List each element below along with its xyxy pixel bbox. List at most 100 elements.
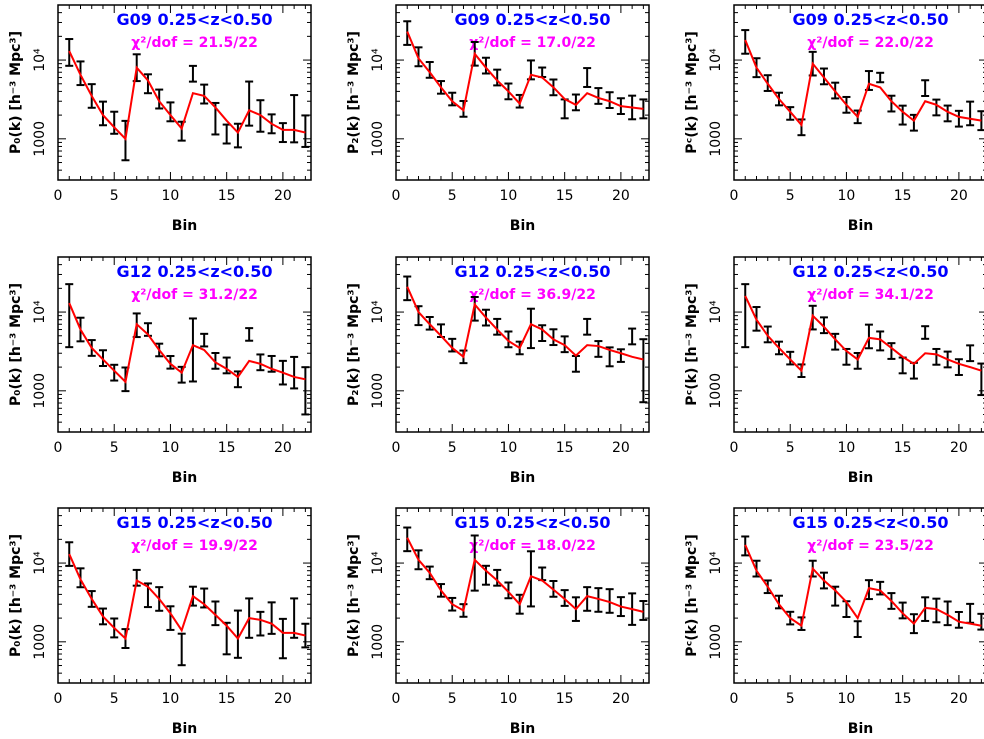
data-point: [932, 347, 941, 366]
chi2-label: χ²/dof = 18.0/22: [469, 538, 596, 554]
chi2-label: χ²/dof = 31.2/22: [131, 287, 258, 303]
data-point: [188, 317, 197, 383]
plot-frame: [733, 4, 984, 181]
data-point: [166, 605, 175, 631]
plot-frame: [395, 4, 650, 181]
panel-title: G15 0.25<z<0.50: [116, 513, 272, 532]
x-axis-label: Bin: [172, 721, 197, 737]
panel-g15-1: 0 5 10 15 20 1000 10⁴ Bin P₂(k) [h⁻³ Mpc³] G15 0.…: [346, 507, 650, 737]
data-point: [481, 56, 490, 75]
data-point: [898, 601, 907, 620]
y-tick-label: 10⁴: [708, 551, 724, 575]
model-line: [68, 50, 306, 141]
plot-area: [65, 541, 310, 667]
y-axis-label: P₂(k) [h⁻³ Mpc³]: [346, 283, 362, 406]
data-point: [921, 325, 930, 340]
plot-frame: [395, 507, 650, 684]
data-point: [177, 632, 186, 667]
panel-g09-2: 0 5 10 15 20 1000 10⁴ Bin Pᶜ(k) [h⁻³ Mpc³] G09 0.…: [684, 4, 984, 234]
data-point: [898, 104, 907, 126]
x-axis-label: Bin: [510, 218, 535, 234]
data-point: [966, 344, 975, 363]
x-tick-label: 15: [218, 188, 236, 204]
x-tick-label: 20: [274, 691, 292, 707]
y-tick-label: 10⁴: [708, 48, 724, 72]
data-point: [493, 317, 502, 336]
x-tick-label: 15: [894, 440, 912, 456]
data-point: [65, 283, 74, 349]
data-point: [831, 332, 840, 351]
y-tick-label: 1000: [32, 373, 48, 409]
panel-title: G09 0.25<z<0.50: [454, 10, 610, 29]
x-tick-label: 5: [110, 188, 119, 204]
x-axis-label: Bin: [510, 470, 535, 486]
data-point: [887, 342, 896, 360]
data-point: [977, 362, 984, 397]
data-point: [200, 332, 209, 348]
data-point: [222, 123, 231, 145]
x-tick-label: 15: [556, 691, 574, 707]
x-tick-label: 15: [556, 440, 574, 456]
data-point: [954, 358, 963, 376]
y-axis-label: P₂(k) [h⁻³ Mpc³]: [346, 534, 362, 657]
data-point: [448, 91, 457, 107]
plot-frame: [57, 507, 312, 684]
y-tick-label: 10⁴: [32, 48, 48, 72]
data-point: [290, 94, 299, 144]
data-point: [616, 348, 625, 363]
data-point: [267, 601, 276, 635]
data-point: [966, 100, 975, 127]
data-point: [155, 88, 164, 110]
x-tick-label: 0: [730, 691, 739, 707]
data-point: [786, 106, 795, 121]
data-point: [188, 64, 197, 83]
model-line: [68, 302, 306, 384]
x-tick-label: 5: [786, 691, 795, 707]
y-axis-label: P₀(k) [h⁻³ Mpc³]: [8, 283, 24, 406]
data-point: [898, 356, 907, 375]
chi2-label: χ²/dof = 17.0/22: [469, 35, 596, 51]
data-point: [932, 98, 941, 117]
model-line: [68, 553, 306, 641]
chi2-label: χ²/dof = 34.1/22: [807, 287, 934, 303]
data-point: [526, 307, 535, 350]
y-tick-label: 1000: [708, 121, 724, 157]
x-tick-label: 20: [274, 440, 292, 456]
x-tick-label: 10: [500, 440, 518, 456]
data-point: [853, 620, 862, 638]
data-point: [583, 317, 592, 336]
x-tick-label: 0: [54, 691, 63, 707]
model-line: [406, 286, 644, 361]
panel-title: G12 0.25<z<0.50: [792, 262, 948, 281]
data-point: [594, 87, 603, 105]
x-tick-label: 0: [730, 188, 739, 204]
x-axis-label: Bin: [172, 218, 197, 234]
y-tick-label: 10⁴: [370, 551, 386, 575]
data-point: [143, 73, 152, 95]
data-point: [233, 609, 242, 659]
panel-g09-0: 0 5 10 15 20 1000 10⁴ Bin P₀(k) [h⁻³ Mpc³] G09 0.…: [8, 4, 312, 234]
x-tick-label: 5: [448, 691, 457, 707]
plot-area: [741, 283, 984, 397]
plot-frame: [57, 4, 312, 181]
data-point: [166, 101, 175, 123]
data-point: [493, 68, 502, 87]
data-point: [290, 355, 299, 390]
x-axis-label: Bin: [848, 470, 873, 486]
plot-area: [403, 526, 648, 626]
data-point: [954, 610, 963, 629]
panel-g12-1: 0 5 10 15 20 1000 10⁴ Bin P₂(k) [h⁻³ Mpc³] G12 0.…: [346, 256, 650, 486]
data-point: [278, 617, 287, 660]
data-point: [876, 580, 885, 596]
x-tick-label: 0: [392, 440, 401, 456]
data-point: [864, 323, 873, 350]
y-tick-label: 1000: [708, 373, 724, 409]
x-tick-label: 20: [950, 188, 968, 204]
x-tick-label: 10: [838, 188, 856, 204]
data-point: [594, 340, 603, 358]
data-point: [943, 600, 952, 627]
plot-frame: [57, 256, 312, 433]
x-tick-label: 20: [950, 691, 968, 707]
panel-title: G15 0.25<z<0.50: [454, 513, 610, 532]
plot-frame: [733, 256, 984, 433]
